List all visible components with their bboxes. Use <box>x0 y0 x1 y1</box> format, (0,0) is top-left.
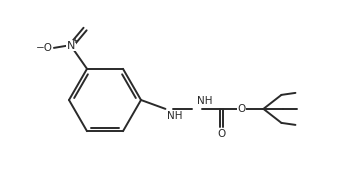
Text: NH: NH <box>168 111 183 121</box>
Text: O: O <box>237 104 245 114</box>
Text: +: + <box>72 36 79 45</box>
Text: NH: NH <box>197 96 213 106</box>
Text: O: O <box>217 129 226 139</box>
Text: −O: −O <box>35 43 52 53</box>
Text: N: N <box>67 41 75 51</box>
